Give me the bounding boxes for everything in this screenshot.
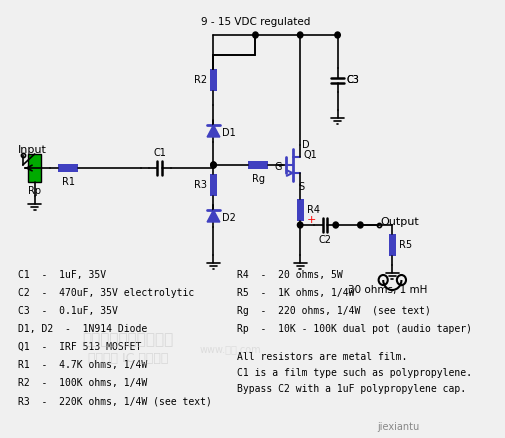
Text: Rg  -  220 ohms, 1/4W  (see text): Rg - 220 ohms, 1/4W (see text) [237, 306, 430, 316]
Text: C3: C3 [346, 75, 359, 85]
Text: R2  -  100K ohms, 1/4W: R2 - 100K ohms, 1/4W [18, 378, 147, 388]
FancyBboxPatch shape [58, 164, 78, 172]
Text: All resistors are metal film.: All resistors are metal film. [237, 352, 407, 362]
Text: jiexiantu: jiexiantu [377, 422, 419, 432]
Circle shape [211, 162, 216, 168]
Text: 杭州维库电子有限公司: 杭州维库电子有限公司 [82, 332, 173, 347]
Text: S: S [298, 182, 304, 192]
Text: Input: Input [18, 145, 47, 155]
Circle shape [297, 222, 302, 228]
Text: D1: D1 [221, 128, 235, 138]
Text: R4  -  20 ohms, 5W: R4 - 20 ohms, 5W [237, 270, 342, 280]
Text: C2: C2 [318, 235, 331, 245]
Text: D2: D2 [221, 213, 235, 223]
Text: C1: C1 [153, 148, 166, 158]
Text: Output: Output [380, 217, 418, 227]
Text: D: D [301, 140, 309, 150]
Text: Bypass C2 with a 1uF polypropylene cap.: Bypass C2 with a 1uF polypropylene cap. [237, 384, 466, 394]
Text: C2  -  470uF, 35V electrolytic: C2 - 470uF, 35V electrolytic [18, 288, 194, 298]
Text: R1  -  4.7K ohms, 1/4W: R1 - 4.7K ohms, 1/4W [18, 360, 147, 370]
Text: 9 - 15 VDC regulated: 9 - 15 VDC regulated [200, 17, 310, 27]
FancyBboxPatch shape [388, 234, 395, 256]
Text: R5  -  1K ohms, 1/4W: R5 - 1K ohms, 1/4W [237, 288, 354, 298]
Text: R3  -  220K ohms, 1/4W (see text): R3 - 220K ohms, 1/4W (see text) [18, 396, 212, 406]
Circle shape [332, 222, 338, 228]
Text: +: + [306, 215, 315, 225]
Circle shape [252, 32, 258, 38]
FancyBboxPatch shape [28, 154, 41, 182]
Polygon shape [207, 125, 220, 137]
FancyBboxPatch shape [210, 174, 217, 196]
Text: R1: R1 [62, 177, 75, 187]
Text: D1, D2  -  1N914 Diode: D1, D2 - 1N914 Diode [18, 324, 147, 334]
Circle shape [211, 162, 216, 168]
Text: R3: R3 [194, 180, 207, 190]
FancyBboxPatch shape [296, 199, 303, 221]
Text: 30 ohms, 1 mH: 30 ohms, 1 mH [347, 285, 427, 295]
Text: R4: R4 [306, 205, 319, 215]
Text: C3  -  0.1uF, 35V: C3 - 0.1uF, 35V [18, 306, 118, 316]
Text: www.维库.com: www.维库.com [199, 344, 261, 354]
Text: 全球最大 IC 采购网站: 全球最大 IC 采购网站 [87, 352, 168, 364]
Circle shape [357, 222, 363, 228]
FancyBboxPatch shape [247, 161, 268, 169]
Text: Rp: Rp [28, 186, 41, 196]
Text: R5: R5 [398, 240, 411, 250]
Text: G: G [274, 162, 282, 172]
Text: Rp  -  10K - 100K dual pot (audio taper): Rp - 10K - 100K dual pot (audio taper) [237, 324, 471, 334]
FancyBboxPatch shape [210, 69, 217, 91]
Circle shape [297, 32, 302, 38]
Text: Rg: Rg [251, 174, 264, 184]
Text: C3: C3 [346, 75, 359, 85]
Text: C1 is a film type such as polypropylene.: C1 is a film type such as polypropylene. [237, 368, 471, 378]
Text: Q1  -  IRF 513 MOSFET: Q1 - IRF 513 MOSFET [18, 342, 141, 352]
Text: C1  -  1uF, 35V: C1 - 1uF, 35V [18, 270, 106, 280]
Polygon shape [207, 210, 220, 222]
Text: R2: R2 [193, 75, 207, 85]
Text: Q1: Q1 [303, 150, 317, 160]
Circle shape [334, 32, 340, 38]
